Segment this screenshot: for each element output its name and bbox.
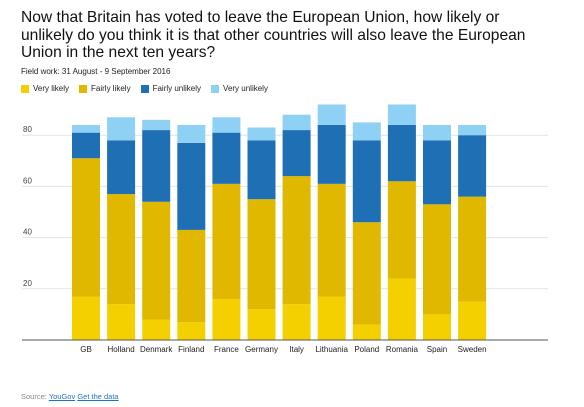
- legend-swatch-very-likely: [21, 84, 29, 93]
- y-tick-label-20: 20: [23, 279, 32, 288]
- bar-denmark-fairly-likely: [142, 201, 171, 320]
- bar-romania-fairly-likely: [387, 181, 416, 279]
- legend-label-very-likely: Very likely: [33, 84, 70, 93]
- x-tick-label-denmark: Denmark: [140, 345, 173, 354]
- y-tick-label-60: 60: [23, 176, 32, 185]
- bar-holland-fairly-unlikely: [107, 140, 136, 195]
- bar-holland-very-unlikely: [107, 117, 136, 141]
- bar-france-very-unlikely: [212, 117, 241, 133]
- legend-item-fairly-likely[interactable]: Fairly likely: [79, 84, 131, 93]
- bar-italy-very-likely: [282, 304, 311, 340]
- source-line: Source: YouGov Get the data: [21, 392, 119, 401]
- bar-gb-fairly-likely: [72, 158, 100, 297]
- legend-item-very-likely[interactable]: Very likely: [21, 84, 69, 93]
- legend-label-very-unlikely: Very unlikely: [223, 84, 268, 93]
- bar-holland-fairly-likely: [107, 194, 136, 305]
- bar-romania-very-likely: [387, 278, 416, 340]
- source-label: Source:: [21, 392, 47, 401]
- x-tick-label-poland: Poland: [354, 345, 379, 354]
- x-tick-label-finland: Finland: [178, 345, 204, 354]
- bar-denmark-fairly-unlikely: [142, 130, 171, 202]
- bar-denmark-very-unlikely: [142, 119, 171, 131]
- bar-france-fairly-unlikely: [212, 132, 241, 184]
- bar-romania-fairly-unlikely: [387, 124, 416, 182]
- x-tick-label-italy: Italy: [289, 345, 304, 354]
- bar-finland-fairly-likely: [177, 229, 206, 323]
- stacked-bar-chart: 20 40 60 80 GB Holland Denmark Finland France Ger…: [22, 104, 548, 354]
- bar-romania-very-unlikely: [387, 104, 416, 125]
- bar-sweden-fairly-likely: [458, 196, 487, 302]
- bar-finland-very-likely: [177, 322, 206, 340]
- bar-france-very-likely: [212, 299, 241, 340]
- bar-poland-fairly-unlikely: [352, 140, 381, 223]
- x-tick-label-gb: GB: [80, 345, 92, 354]
- bar-finland-fairly-unlikely: [177, 142, 206, 230]
- bar-denmark-very-likely: [142, 319, 171, 340]
- bar-gb-fairly-unlikely: [72, 132, 100, 159]
- legend-item-very-unlikely[interactable]: Very unlikely: [211, 84, 268, 93]
- bar-lithuania-very-unlikely: [317, 104, 346, 125]
- y-tick-label-80: 80: [23, 125, 32, 134]
- x-tick-label-lithuania: Lithuania: [315, 345, 348, 354]
- y-tick-label-40: 40: [23, 228, 32, 237]
- bar-spain-very-likely: [423, 314, 451, 340]
- bar-gb-very-likely: [72, 296, 100, 340]
- legend-label-fairly-unlikely: Fairly unlikely: [152, 84, 202, 93]
- bar-finland-very-unlikely: [177, 124, 206, 143]
- x-tick-label-romania: Romania: [386, 345, 419, 354]
- bar-poland-very-likely: [352, 324, 381, 340]
- bar-lithuania-fairly-unlikely: [317, 124, 346, 184]
- x-tick-label-spain: Spain: [427, 345, 447, 354]
- bar-spain-fairly-unlikely: [423, 140, 451, 205]
- bar-france-fairly-likely: [212, 183, 241, 300]
- legend-swatch-fairly-likely: [79, 84, 88, 93]
- x-tick-label-holland: Holland: [108, 345, 135, 354]
- bar-gb-very-unlikely: [72, 124, 100, 133]
- bar-germany-fairly-unlikely: [247, 140, 276, 200]
- bar-sweden-fairly-unlikely: [458, 135, 487, 197]
- bar-spain-fairly-likely: [423, 204, 451, 315]
- bar-poland-very-unlikely: [352, 122, 381, 141]
- bar-germany-very-unlikely: [247, 127, 276, 141]
- bar-lithuania-very-likely: [317, 296, 346, 340]
- legend-swatch-very-unlikely: [211, 84, 220, 93]
- chart-subtitle: Field work: 31 August - 9 September 2016: [21, 67, 171, 76]
- x-tick-label-germany: Germany: [245, 345, 278, 354]
- x-tick-label-france: France: [214, 345, 239, 354]
- source-link-get-data[interactable]: Get the data: [77, 392, 119, 401]
- legend-swatch-fairly-unlikely: [140, 84, 149, 93]
- chart-title: Now that Britain has voted to leave the …: [21, 9, 526, 61]
- bar-lithuania-fairly-likely: [317, 183, 346, 297]
- bar-italy-fairly-likely: [282, 176, 311, 305]
- bar-germany-fairly-likely: [247, 199, 276, 310]
- bar-holland-very-likely: [107, 304, 136, 340]
- bar-italy-fairly-unlikely: [282, 130, 311, 177]
- legend-label-fairly-likely: Fairly likely: [91, 84, 131, 93]
- legend: Very likely Fairly likely Fairly unlikel…: [21, 84, 268, 93]
- bar-italy-very-unlikely: [282, 114, 311, 131]
- bar-germany-very-likely: [247, 309, 276, 340]
- bar-poland-fairly-likely: [352, 222, 381, 325]
- source-link-yougov[interactable]: YouGov: [48, 392, 76, 401]
- x-tick-label-sweden: Sweden: [458, 345, 487, 354]
- legend-item-fairly-unlikely[interactable]: Fairly unlikely: [140, 84, 202, 93]
- bar-spain-very-unlikely: [423, 124, 451, 141]
- bar-sweden-very-likely: [458, 301, 487, 340]
- bar-sweden-very-unlikely: [458, 124, 487, 136]
